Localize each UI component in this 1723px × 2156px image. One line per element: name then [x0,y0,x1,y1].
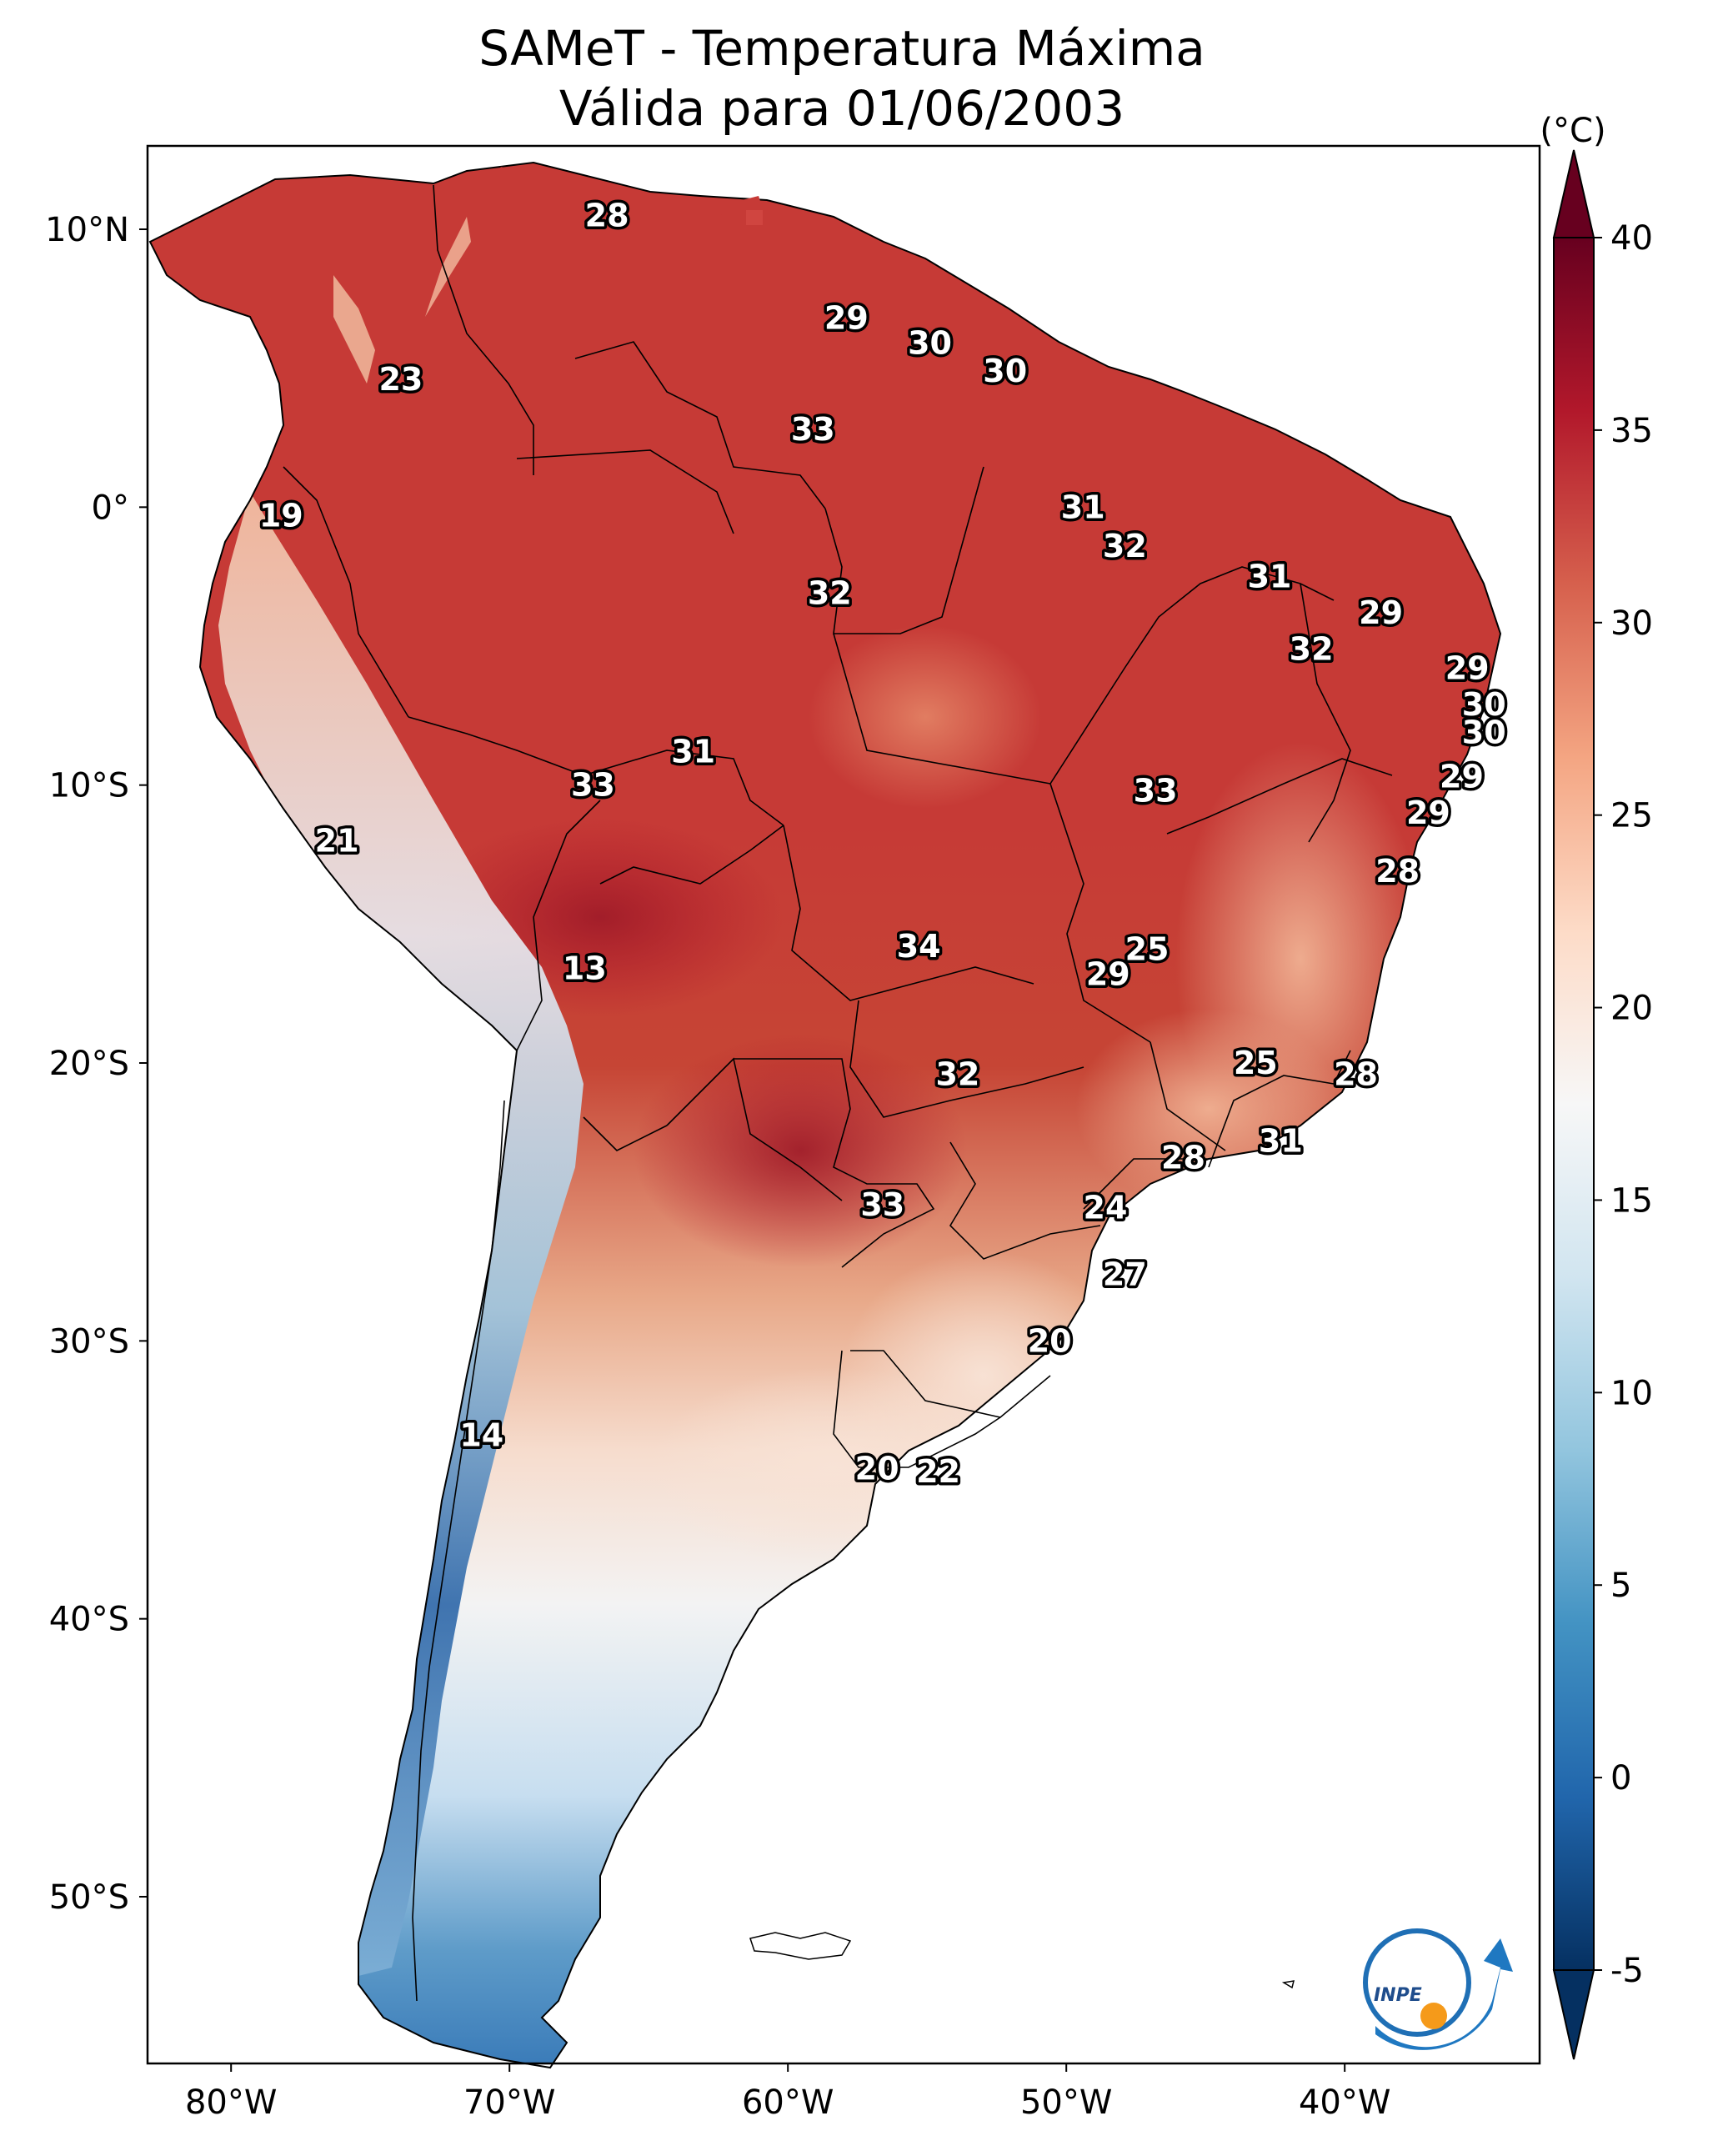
contour-label: 31 [1061,489,1105,525]
lat-tick-label: 0° [92,489,129,527]
contour-label: 30 [1462,686,1506,723]
islands [500,167,1295,1989]
contour-label: 31 [1248,559,1292,595]
contour-label: 20 [1028,1322,1072,1359]
contour-label: 14 [459,1417,503,1454]
contour-label: 21 [315,822,359,859]
contour-label: 29 [1086,955,1130,992]
map-frame [146,144,1541,2065]
contour-label: 19 [259,497,303,534]
contour-label: 25 [1125,930,1170,967]
colorbar: (°C) 40 35 30 25 20 15 10 5 0 -5 [1540,112,1653,2060]
lon-tick-label: 70°W [463,2083,555,2122]
colorbar-tick-label: 15 [1610,1181,1653,1220]
lat-tick-label: 30°S [49,1322,129,1361]
contour-label: 29 [1440,759,1484,795]
contour-label: 25 [1234,1045,1278,1081]
contour-label: 30 [983,353,1027,389]
contour-label: 28 [585,197,629,233]
contour-label: 13 [563,950,607,987]
colorbar-ticks: 40 35 30 25 20 15 10 5 0 -5 [1594,219,1653,1990]
lat-tick-label: 20°S [49,1045,129,1083]
contour-label: 28 [1334,1055,1378,1092]
title-line-1: SAMeT - Temperatura Máxima [478,20,1205,77]
colorbar-tick-label: 10 [1610,1374,1653,1412]
colorbar-tick-label: 30 [1610,604,1653,643]
contour-label: 29 [1406,795,1450,831]
contour-label: 33 [571,767,615,804]
contour-label: 32 [1290,630,1334,667]
contour-label: 31 [671,734,715,770]
contour-label: 30 [908,325,952,362]
latitude-axis: 10°N 0° 10°S 20°S 30°S 40°S 50°S [45,211,148,1917]
contour-label: 31 [1259,1122,1303,1159]
contour-label: 29 [1445,650,1490,687]
contour-label: 28 [1375,853,1420,890]
colorbar-tick-label: 40 [1610,219,1653,258]
contour-label: 32 [808,575,852,612]
lat-tick-label: 10°S [49,767,129,805]
title-line-2: Válida para 01/06/2003 [559,80,1124,137]
contour-label: 29 [824,300,869,337]
contour-label: 27 [1103,1256,1147,1292]
contour-label: 23 [378,361,423,398]
lat-tick-label: 10°N [45,211,129,249]
colorbar-tick-label: 25 [1610,797,1653,835]
contour-label: 30 [1462,714,1506,750]
lon-tick-label: 50°W [1020,2083,1112,2122]
colorbar-tick-label: 35 [1610,412,1653,450]
colorbar-bar [1553,237,1595,1971]
lon-tick-label: 80°W [185,2083,277,2122]
contour-label: 29 [1359,594,1403,631]
colorbar-tick-label: 5 [1610,1567,1631,1605]
contour-label: 20 [855,1451,899,1487]
contour-label: 32 [1103,528,1147,564]
contour-label: 33 [860,1186,904,1223]
lat-tick-label: 50°S [49,1878,129,1917]
longitude-axis: 80°W 70°W 60°W 50°W 40°W [185,2063,1390,2122]
colorbar-upper-extend [1552,149,1595,238]
colorbar-lower-extend [1552,1969,1595,2060]
contour-label: 34 [897,928,941,965]
contour-label: 32 [935,1055,979,1092]
colorbar-tick-label: 20 [1610,990,1653,1028]
lon-tick-label: 60°W [742,2083,834,2122]
colorbar-tick-label: -5 [1610,1952,1644,1990]
contour-label: 24 [1084,1189,1128,1226]
inpe-logo-text: INPE [1374,1985,1422,2006]
contour-label: 33 [1134,772,1178,809]
political-borders [283,184,1393,2002]
contour-label: 28 [1161,1139,1205,1176]
contour-label: 22 [916,1453,960,1490]
contour-label: 33 [791,411,835,448]
inpe-logo: INPE [1363,1928,1513,2050]
lon-tick-label: 40°W [1299,2083,1390,2122]
colorbar-unit-label: (°C) [1540,112,1605,150]
colorbar-tick-label: 0 [1610,1759,1631,1798]
lat-tick-label: 40°S [49,1601,129,1639]
